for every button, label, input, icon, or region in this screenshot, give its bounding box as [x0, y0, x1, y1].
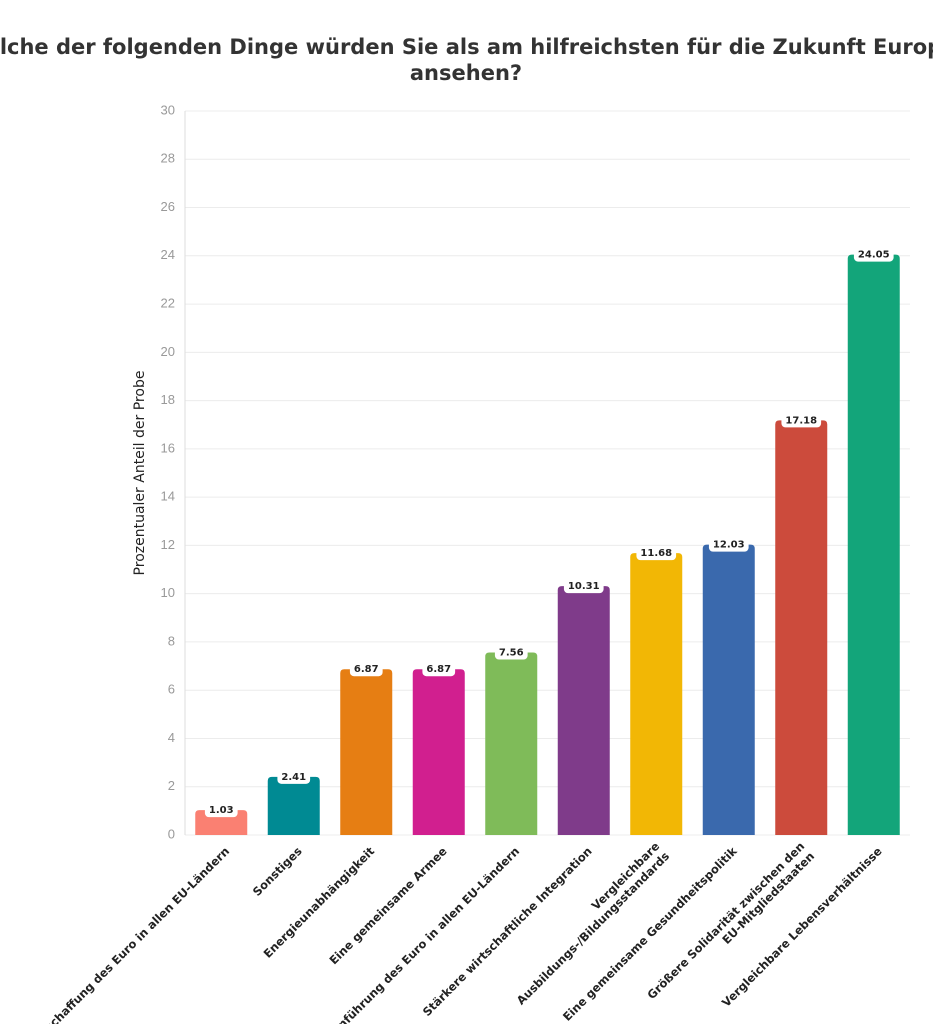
x-tick-label: Stärkere wirtschaftliche Integration	[419, 844, 594, 1019]
y-tick-label: 8	[168, 633, 175, 648]
y-tick-label: 24	[161, 247, 175, 262]
value-label: 6.87	[354, 664, 379, 675]
y-tick-label: 6	[168, 682, 175, 697]
bar	[412, 669, 465, 835]
y-tick-label: 0	[168, 826, 175, 841]
value-label: 11.68	[640, 548, 672, 559]
y-tick-label: 26	[161, 199, 175, 214]
y-axis-label: Prozentualer Anteil der Probe	[132, 371, 148, 576]
value-label-bg	[494, 646, 528, 660]
y-tick-label: 12	[161, 537, 175, 552]
value-label-bg	[708, 538, 749, 552]
x-tick-label: Sonstiges	[250, 844, 305, 899]
value-label-bg	[781, 414, 822, 428]
value-label-bg	[636, 547, 677, 561]
bar	[557, 586, 610, 835]
y-tick-label: 4	[168, 730, 175, 745]
y-tick-label: 20	[161, 344, 175, 359]
y-tick-label: 10	[161, 585, 175, 600]
value-label-bg	[422, 663, 456, 677]
bar	[340, 669, 393, 835]
x-tick-label: Abschaffung des Euro in allen EU-Ländern	[30, 844, 232, 1024]
y-tick-label: 30	[161, 102, 175, 117]
value-label: 10.31	[568, 581, 600, 592]
y-tick-label: 14	[161, 489, 175, 504]
value-label-bg	[853, 248, 894, 262]
bar	[702, 544, 755, 835]
value-label-bg	[277, 770, 311, 784]
value-label-bg	[349, 663, 383, 677]
value-label: 24.05	[858, 250, 890, 261]
bar	[847, 254, 900, 836]
y-tick-label: 28	[161, 151, 175, 166]
value-label: 12.03	[713, 540, 745, 551]
bar	[267, 776, 320, 835]
value-label: 17.18	[785, 415, 817, 426]
value-label: 2.41	[281, 772, 306, 783]
y-tick-label: 18	[161, 392, 175, 407]
value-label-bg	[204, 804, 238, 818]
bar	[630, 553, 683, 835]
chart-title: Welche der folgenden Dinge würden Sie al…	[0, 35, 933, 85]
y-tick-label: 2	[168, 778, 175, 793]
value-label-bg	[563, 580, 604, 594]
x-tick-label: Eine gemeinsame Armee	[326, 844, 449, 967]
value-label: 1.03	[209, 805, 234, 816]
bar	[485, 652, 538, 835]
bar	[775, 420, 828, 835]
x-tick-label: Größere Solidarität zwischen denEU-Mitgl…	[644, 839, 817, 1012]
value-label: 7.56	[499, 648, 524, 659]
x-tick-label: VergleichbareAusbildungs-/Bildungsstanda…	[503, 839, 671, 1007]
y-tick-label: 16	[161, 440, 175, 455]
y-tick-label: 22	[161, 296, 175, 311]
value-label: 6.87	[426, 664, 451, 675]
